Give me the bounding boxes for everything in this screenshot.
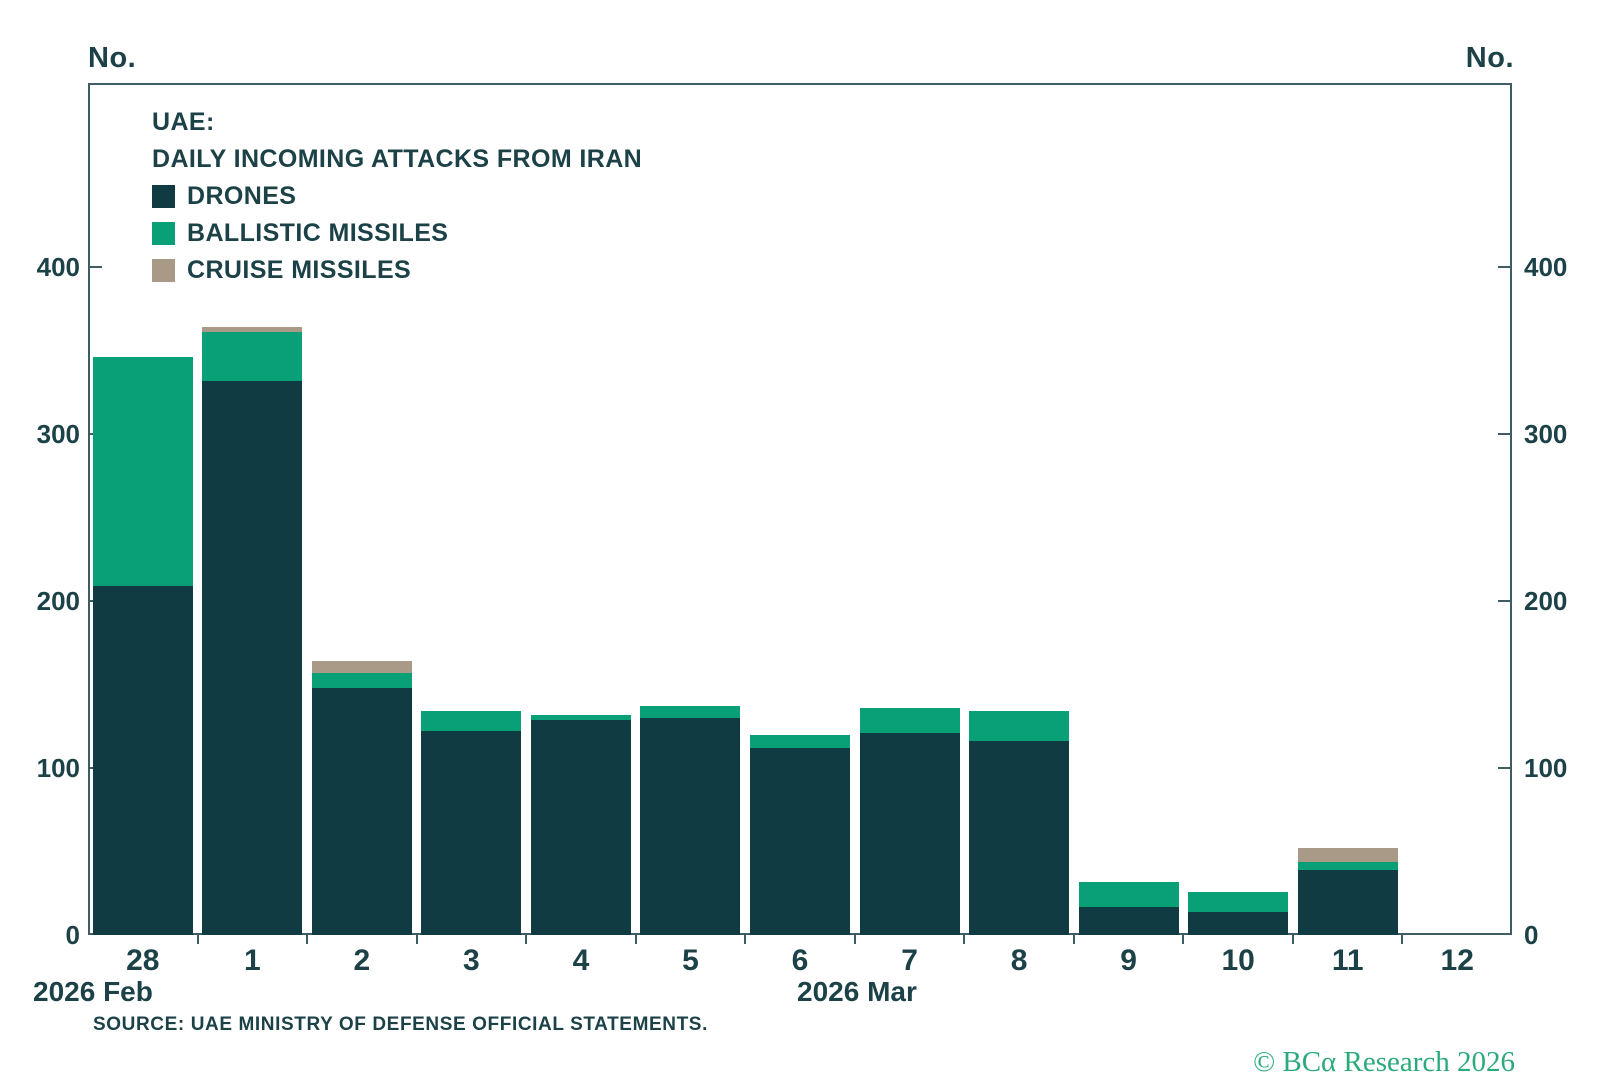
bar-segment-cruise-missiles	[1297, 848, 1398, 862]
legend-label: DRONES	[187, 182, 297, 210]
chart-title-line2: DAILY INCOMING ATTACKS FROM IRAN	[152, 145, 643, 173]
bar-segment-drones	[530, 719, 631, 935]
y-axis-tick-label: 200	[36, 586, 80, 616]
chart-title: UAE: DAILY INCOMING ATTACKS FROM IRAN	[152, 104, 642, 178]
legend-swatch-icon	[152, 259, 175, 282]
bar-segment-cruise-missiles	[202, 327, 303, 333]
x-axis-day-label: 12	[1440, 944, 1474, 977]
y-axis-tick-label: 0	[65, 920, 80, 950]
x-axis-day-label: 2	[353, 944, 371, 977]
x-axis-day-label: 8	[1010, 944, 1028, 977]
y-axis-tick-label: 400	[1524, 252, 1568, 282]
brand-copyright: © BCα Research 2026	[1253, 1046, 1515, 1078]
bar-segment-drones	[859, 732, 960, 935]
x-axis-tick-mark	[634, 935, 637, 944]
bar-segment-ballistic-missiles	[859, 707, 960, 733]
y-axis-tick-mark	[1498, 767, 1512, 769]
bar-segment-cruise-missiles	[311, 661, 412, 673]
bar-segment-drones	[969, 741, 1070, 935]
bar-segment-ballistic-missiles	[1297, 861, 1398, 870]
x-axis-day-label: 4	[572, 944, 590, 977]
x-axis-tick-mark	[744, 935, 747, 944]
x-axis-day-label: 7	[901, 944, 918, 977]
bar-segment-drones	[750, 747, 850, 935]
y-axis-tick-label: 100	[36, 753, 80, 783]
legend-row: CRUISE MISSILES	[152, 252, 448, 289]
x-axis-tick-mark	[415, 935, 418, 944]
x-axis-tick-mark	[1291, 935, 1294, 944]
bar-segment-drones	[202, 380, 303, 935]
source-note: SOURCE: UAE MINISTRY OF DEFENSE OFFICIAL…	[93, 1014, 708, 1035]
x-axis-day-label: 3	[463, 944, 480, 977]
x-axis-tick-mark	[525, 935, 528, 944]
x-axis-tick-mark	[1401, 935, 1404, 944]
bar-segment-drones	[1078, 906, 1179, 935]
y-axis-tick-label: 300	[36, 419, 80, 449]
x-axis-day-label: 5	[682, 944, 699, 977]
legend-row: DRONES	[152, 178, 448, 215]
y-axis-tick-label: 100	[1524, 753, 1568, 783]
bar-segment-ballistic-missiles	[311, 672, 412, 688]
bar-segment-ballistic-missiles	[530, 714, 631, 720]
bar-segment-ballistic-missiles	[1078, 881, 1179, 907]
x-axis-day-label: 10	[1221, 944, 1255, 977]
bar-segment-drones	[1297, 869, 1398, 935]
x-axis-month-label: 2026 Feb	[33, 976, 153, 1007]
y-axis-tick-label: 300	[1524, 419, 1568, 449]
bar-segment-ballistic-missiles	[969, 711, 1070, 742]
y-axis-tick-mark	[1498, 600, 1512, 602]
bar-segment-drones	[640, 717, 741, 935]
bar-segment-ballistic-missiles	[92, 357, 193, 586]
bar-segment-drones	[421, 731, 522, 935]
left-axis-unit-label: No.	[88, 42, 137, 74]
right-axis-unit-label: No.	[1465, 42, 1514, 74]
y-axis-tick-mark	[1498, 266, 1512, 268]
bar-segment-drones	[1188, 911, 1289, 935]
x-axis-tick-mark	[1182, 935, 1185, 944]
x-axis-tick-mark	[1072, 935, 1075, 944]
bar-segment-ballistic-missiles	[640, 706, 741, 718]
legend-swatch-icon	[152, 185, 175, 208]
x-axis-day-label: 11	[1331, 944, 1364, 977]
y-axis-tick-mark	[88, 266, 102, 268]
bar-segment-drones	[311, 687, 412, 935]
bar-segment-ballistic-missiles	[202, 332, 303, 381]
legend-label: CRUISE MISSILES	[187, 256, 412, 284]
x-axis-day-label: 28	[126, 944, 160, 977]
x-axis-day-label: 9	[1120, 944, 1137, 977]
x-axis-tick-mark	[963, 935, 966, 944]
legend-row: BALLISTIC MISSILES	[152, 215, 448, 252]
legend-swatch-icon	[152, 222, 175, 245]
bar-segment-ballistic-missiles	[421, 711, 522, 732]
legend: DRONES BALLISTIC MISSILES CRUISE MISSILES	[152, 178, 448, 289]
legend-label: BALLISTIC MISSILES	[187, 219, 449, 247]
x-axis-tick-mark	[853, 935, 856, 944]
x-axis-day-label: 6	[791, 944, 809, 977]
y-axis-tick-mark	[1498, 433, 1512, 435]
x-axis-month-label: 2026 Mar	[797, 976, 917, 1007]
y-axis-tick-label: 0	[1524, 920, 1539, 950]
y-axis-tick-label: 400	[36, 252, 80, 282]
x-axis-tick-mark	[306, 935, 309, 944]
bar-segment-ballistic-missiles	[750, 734, 850, 748]
x-axis-day-label: 1	[243, 944, 261, 977]
bar-segment-drones	[92, 585, 193, 935]
y-axis-tick-label: 200	[1524, 586, 1568, 616]
chart-title-line1: UAE:	[152, 108, 215, 136]
bar-segment-ballistic-missiles	[1188, 891, 1289, 912]
x-axis-tick-mark	[196, 935, 199, 944]
